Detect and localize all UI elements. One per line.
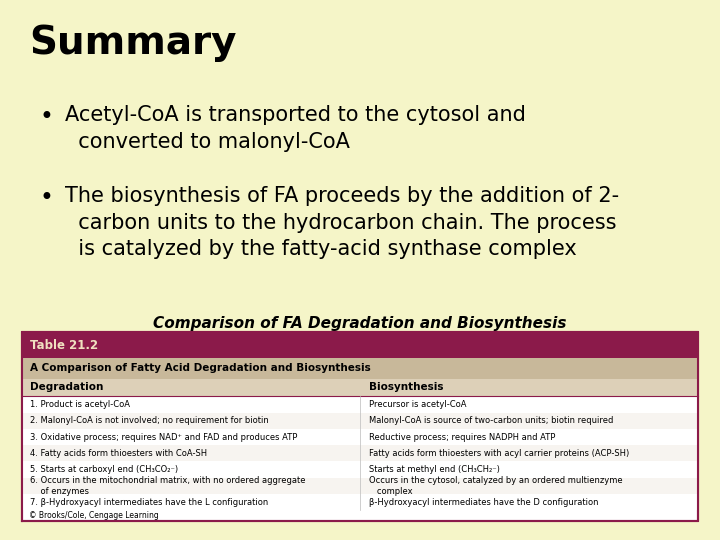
Text: 2. Malonyl-CoA is not involved; no requirement for biotin: 2. Malonyl-CoA is not involved; no requi… bbox=[30, 416, 269, 426]
Text: Comparison of FA Degradation and Biosynthesis: Comparison of FA Degradation and Biosynt… bbox=[153, 316, 567, 331]
Text: Degradation: Degradation bbox=[30, 382, 104, 393]
Text: A Comparison of Fatty Acid Degradation and Biosynthesis: A Comparison of Fatty Acid Degradation a… bbox=[30, 363, 371, 373]
Text: The biosynthesis of FA proceeds by the addition of 2-
  carbon units to the hydr: The biosynthesis of FA proceeds by the a… bbox=[65, 186, 619, 259]
FancyBboxPatch shape bbox=[22, 332, 698, 358]
FancyBboxPatch shape bbox=[22, 478, 698, 494]
Text: Acetyl-CoA is transported to the cytosol and
  converted to malonyl-CoA: Acetyl-CoA is transported to the cytosol… bbox=[65, 105, 526, 152]
Text: Summary: Summary bbox=[29, 24, 236, 62]
Text: 1. Product is acetyl-CoA: 1. Product is acetyl-CoA bbox=[30, 400, 130, 409]
Text: Precursor is acetyl-CoA: Precursor is acetyl-CoA bbox=[369, 400, 466, 409]
Text: •: • bbox=[40, 186, 53, 210]
Text: Occurs in the cytosol, catalyzed by an ordered multienzyme
   complex: Occurs in the cytosol, catalyzed by an o… bbox=[369, 476, 622, 496]
Text: Starts at methyl end (CH₃CH₂⁻): Starts at methyl end (CH₃CH₂⁻) bbox=[369, 465, 500, 474]
Text: •: • bbox=[40, 105, 53, 129]
Text: Malonyl-CoA is source of two-carbon units; biotin required: Malonyl-CoA is source of two-carbon unit… bbox=[369, 416, 613, 426]
FancyBboxPatch shape bbox=[22, 445, 698, 462]
FancyBboxPatch shape bbox=[22, 429, 698, 445]
FancyBboxPatch shape bbox=[22, 358, 698, 379]
FancyBboxPatch shape bbox=[22, 332, 698, 521]
Text: 3. Oxidative process; requires NAD⁺ and FAD and produces ATP: 3. Oxidative process; requires NAD⁺ and … bbox=[30, 433, 297, 442]
Text: β-Hydroxyacyl intermediates have the D configuration: β-Hydroxyacyl intermediates have the D c… bbox=[369, 498, 598, 507]
Text: Table 21.2: Table 21.2 bbox=[30, 339, 99, 352]
FancyBboxPatch shape bbox=[22, 494, 698, 510]
FancyBboxPatch shape bbox=[22, 396, 698, 413]
Text: 4. Fatty acids form thioesters with CoA-SH: 4. Fatty acids form thioesters with CoA-… bbox=[30, 449, 207, 458]
FancyBboxPatch shape bbox=[22, 413, 698, 429]
Text: Biosynthesis: Biosynthesis bbox=[369, 382, 443, 393]
Text: 5. Starts at carboxyl end (CH₃CO₂⁻): 5. Starts at carboxyl end (CH₃CO₂⁻) bbox=[30, 465, 179, 474]
FancyBboxPatch shape bbox=[22, 462, 698, 478]
Text: Reductive process; requires NADPH and ATP: Reductive process; requires NADPH and AT… bbox=[369, 433, 555, 442]
Text: Fatty acids form thioesters with acyl carrier proteins (ACP-SH): Fatty acids form thioesters with acyl ca… bbox=[369, 449, 629, 458]
Text: © Brooks/Cole, Cengage Learning: © Brooks/Cole, Cengage Learning bbox=[29, 511, 158, 520]
FancyBboxPatch shape bbox=[22, 379, 698, 396]
Text: 6. Occurs in the mitochondrial matrix, with no ordered aggregate
    of enzymes: 6. Occurs in the mitochondrial matrix, w… bbox=[30, 476, 306, 496]
Text: 7. β-Hydroxyacyl intermediates have the L configuration: 7. β-Hydroxyacyl intermediates have the … bbox=[30, 498, 269, 507]
